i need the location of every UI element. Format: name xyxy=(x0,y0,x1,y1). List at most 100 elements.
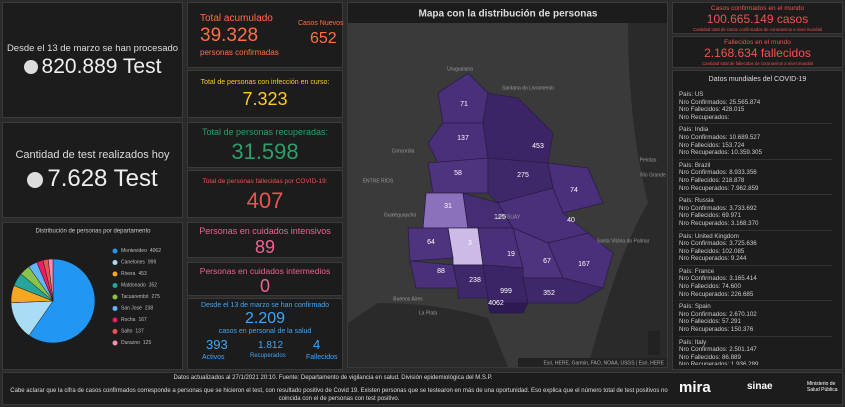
country-line: Nro Recuperados: 226.685 xyxy=(679,290,754,298)
zoom-control[interactable] xyxy=(648,331,660,355)
legend-category: Canelones xyxy=(121,260,145,266)
new-label: Casos Nuevos xyxy=(298,20,344,27)
department xyxy=(482,264,529,304)
pie-slice xyxy=(28,258,96,344)
legend-swatch xyxy=(112,340,118,346)
legend-value: 352 xyxy=(149,283,158,289)
legend-category: Tacuarembó xyxy=(121,294,149,300)
department xyxy=(409,260,459,289)
label: Casos confirmados en el mundo xyxy=(710,5,805,12)
label: Total de personas con infección en curso… xyxy=(200,79,330,86)
department-count: 88 xyxy=(437,268,445,275)
legend-label: Maldonado 352 xyxy=(121,283,157,289)
place-name: Gualeguaychú xyxy=(384,212,416,218)
value: 89 xyxy=(254,237,276,257)
pie-panel: Distribución de personas por departament… xyxy=(2,222,183,370)
country-line: País: France xyxy=(679,267,715,275)
place-name: Santa Vitória do Palmar xyxy=(597,238,650,244)
map-title: Mapa con la distribución de personas xyxy=(419,9,598,20)
place-name: Rio Grande xyxy=(640,172,666,178)
legend-swatch xyxy=(112,283,118,288)
country-line: País: United Kingdom xyxy=(679,232,739,240)
country-line: Nro Fallecidos: 57.291 xyxy=(679,318,741,326)
country-line: País: Brazil xyxy=(679,161,711,169)
water xyxy=(348,23,667,367)
legend-label: Montevideo 4062 xyxy=(121,248,161,254)
place-name: Uruguaiana xyxy=(447,66,473,72)
tests-today-panel: Cantidad de test realizados hoy 7.628 Te… xyxy=(2,122,183,218)
health-staff-panel: Desde el 13 de marzo se han confirmado 2… xyxy=(187,298,343,370)
country-line: Nro Fallecidos: 218.878 xyxy=(679,176,745,184)
country-entry: País: Italy Nro Confirmados: 2.501.147 Nro… xyxy=(679,337,832,365)
legend-value: 275 xyxy=(152,294,161,300)
value-text: 820.889 Test xyxy=(41,55,162,78)
country-line: Nro Confirmados: 3.733.692 xyxy=(679,204,757,212)
department xyxy=(452,264,489,299)
place-name: Pelotas xyxy=(640,157,657,163)
country-line: País: US xyxy=(679,91,704,98)
country-entry: País: US Nro Confirmados: 25.565.874 Nro F… xyxy=(679,89,832,125)
department xyxy=(487,302,529,314)
legend-category: Maldonado xyxy=(121,283,146,289)
department-count: 3 xyxy=(468,240,472,247)
country-line: País: Italy xyxy=(679,338,707,346)
legend-category: Rocha xyxy=(121,317,136,323)
country-line: Nro Recuperados: 3.168.370 xyxy=(679,219,759,227)
active-value: 393 xyxy=(206,337,228,352)
new-value: 652 xyxy=(310,30,337,47)
attribution: Esri, HERE, Garmin, FAO, NOAA, USGS | Es… xyxy=(544,360,665,366)
country-entry: País: Brazil Nro Confirmados: 8.933.356 Nr… xyxy=(679,160,832,196)
country-line: País: Russia xyxy=(679,197,714,205)
world-list-panel: Datos mundiales del COVID-19 País: US Nro… xyxy=(672,70,843,370)
logo-mira: mira xyxy=(679,379,711,396)
department-count: 71 xyxy=(460,101,468,108)
place-name: Santana do Livramento xyxy=(502,85,554,91)
department xyxy=(547,162,604,214)
legend-label: San José 238 xyxy=(121,306,153,312)
legend-category: Montevideo xyxy=(121,248,147,254)
label: Desde el 13 de marzo se han confirmado xyxy=(200,302,330,309)
department-count: 275 xyxy=(517,172,529,179)
place-name: Concordia xyxy=(392,148,415,154)
department-count: 64 xyxy=(427,239,435,246)
country-line: Nro Confirmados: 10.689.527 xyxy=(679,133,761,141)
country-list[interactable]: País: US Nro Confirmados: 25.565.874 Nro F… xyxy=(679,89,832,365)
country-line: Nro Confirmados: 8.933.356 xyxy=(679,169,757,177)
country-line: Nro Recuperados: 150.376 xyxy=(679,326,754,334)
logo-msp: Ministerio de Salud Pública xyxy=(807,381,838,393)
world-deaths-panel: Fallecidos en el mundo 2.168.634 falleci… xyxy=(672,36,843,68)
country-line: Nro Fallecidos: 69.971 xyxy=(679,212,741,220)
country-line: Nro Fallecidos: 74.600 xyxy=(679,283,741,291)
sub: personas confirmadas xyxy=(200,48,279,57)
country-line: Nro Confirmados: 3.725.636 xyxy=(679,240,757,248)
country-entry: País: United Kingdom Nro Confirmados: 3.7… xyxy=(679,231,832,266)
confirmed-panel: Total acumulado 39.328 personas confirma… xyxy=(187,2,344,68)
department-count: 4062 xyxy=(488,300,504,307)
label: Fallecidos en el mundo xyxy=(724,39,791,46)
legend-swatch xyxy=(112,329,118,334)
map-panel: Mapa con la distribución de personas 71 1… xyxy=(347,2,668,368)
deceased-panel: Total de personas fallecidas por COVID-1… xyxy=(187,170,343,218)
legend-value: 238 xyxy=(145,306,154,312)
attribution-bg xyxy=(518,358,667,367)
legend-value: 125 xyxy=(143,340,152,346)
legend-value: 999 xyxy=(148,260,157,266)
value: 31.598 xyxy=(231,139,299,164)
sub: casos en personal de la salud xyxy=(218,328,312,335)
country-entry: País: Russia Nro Confirmados: 3.733.692 Nr… xyxy=(679,195,832,231)
country-line: Nro Fallecidos: 153.724 xyxy=(679,141,745,149)
legend-value: 4062 xyxy=(150,248,161,254)
department xyxy=(547,232,614,289)
legend-label: Rocha 167 xyxy=(121,317,147,323)
country-line: Nro Fallecidos: 86.889 xyxy=(679,353,741,361)
legend-label: Rivera 453 xyxy=(121,271,147,277)
department-count: 125 xyxy=(494,214,506,221)
legend-category: Durazno xyxy=(121,340,140,346)
country-line: Nro Recuperados: 10.359.305 xyxy=(679,149,762,157)
legend-category: Rivera xyxy=(121,271,136,277)
legend-swatch xyxy=(112,306,118,311)
updated: Datos actualizados al 27/1/2021 20:10. F… xyxy=(173,375,493,381)
map-header xyxy=(348,3,667,23)
legend-swatch xyxy=(112,294,118,300)
